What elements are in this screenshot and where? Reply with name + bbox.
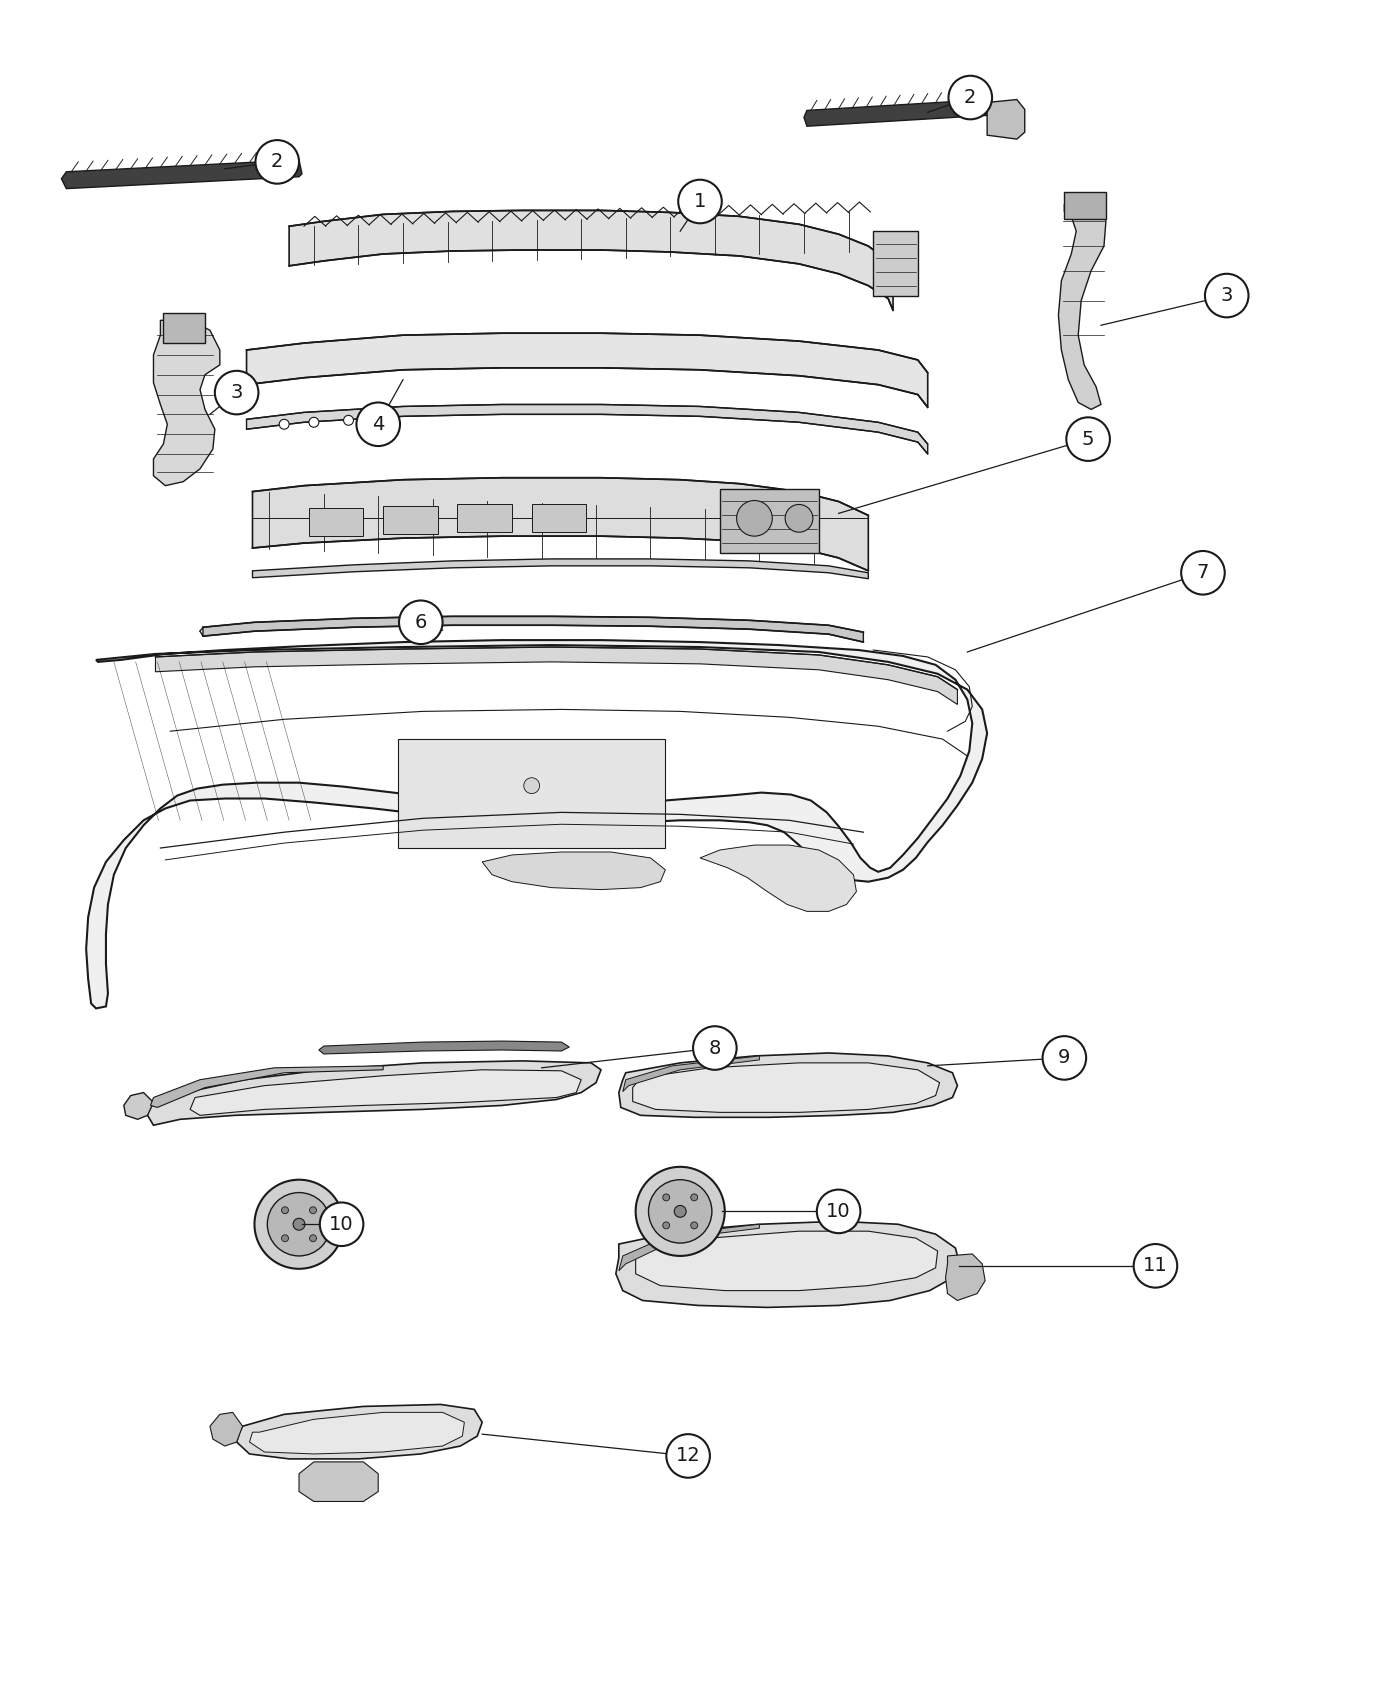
Text: 10: 10	[826, 1202, 851, 1221]
Polygon shape	[319, 1040, 570, 1054]
Circle shape	[785, 505, 813, 532]
Polygon shape	[237, 1404, 482, 1459]
Circle shape	[1205, 274, 1249, 318]
Circle shape	[690, 1193, 697, 1200]
Circle shape	[319, 1202, 364, 1246]
Text: 6: 6	[414, 612, 427, 632]
Text: 10: 10	[329, 1216, 354, 1234]
Polygon shape	[252, 478, 868, 571]
Circle shape	[648, 1180, 711, 1243]
Bar	[1064, 192, 1106, 219]
Circle shape	[675, 1205, 686, 1217]
Polygon shape	[203, 617, 864, 643]
Polygon shape	[246, 405, 928, 454]
Text: 12: 12	[676, 1447, 700, 1465]
Circle shape	[1134, 1244, 1177, 1287]
Bar	[458, 505, 512, 532]
Bar	[164, 313, 204, 343]
Bar	[309, 508, 364, 536]
Polygon shape	[246, 333, 928, 408]
Circle shape	[214, 371, 259, 415]
Text: 1: 1	[694, 192, 706, 211]
Circle shape	[1182, 551, 1225, 595]
Text: 5: 5	[1082, 430, 1095, 449]
Circle shape	[281, 1207, 288, 1214]
Text: 4: 4	[372, 415, 385, 434]
Polygon shape	[636, 1231, 938, 1290]
Polygon shape	[300, 1462, 378, 1501]
Polygon shape	[616, 1221, 959, 1307]
Circle shape	[816, 1190, 861, 1232]
Circle shape	[1043, 1035, 1086, 1080]
Text: 3: 3	[1221, 286, 1233, 304]
Circle shape	[293, 1219, 305, 1231]
Circle shape	[279, 420, 290, 428]
Polygon shape	[700, 845, 857, 911]
Text: 3: 3	[231, 382, 242, 403]
Bar	[398, 740, 665, 848]
Circle shape	[267, 1193, 330, 1256]
Polygon shape	[210, 1413, 242, 1447]
Polygon shape	[252, 559, 868, 578]
Text: 2: 2	[272, 153, 283, 172]
Circle shape	[736, 500, 773, 536]
Circle shape	[690, 1222, 697, 1229]
Polygon shape	[987, 100, 1025, 139]
Circle shape	[949, 76, 993, 119]
Circle shape	[255, 139, 300, 184]
Polygon shape	[123, 1093, 154, 1119]
Circle shape	[678, 180, 722, 223]
Circle shape	[662, 1193, 669, 1200]
Circle shape	[524, 777, 539, 794]
Text: 9: 9	[1058, 1049, 1071, 1068]
Text: 8: 8	[708, 1039, 721, 1057]
Bar	[720, 488, 819, 552]
Polygon shape	[1058, 202, 1106, 410]
Polygon shape	[154, 320, 220, 486]
Text: 7: 7	[1197, 563, 1210, 583]
Polygon shape	[87, 641, 987, 1008]
Circle shape	[281, 1234, 288, 1241]
Circle shape	[1067, 416, 1110, 461]
Circle shape	[343, 415, 353, 425]
Polygon shape	[290, 211, 893, 311]
Polygon shape	[619, 1224, 759, 1272]
Polygon shape	[155, 648, 958, 704]
Text: 2: 2	[965, 88, 976, 107]
Circle shape	[693, 1027, 736, 1069]
Circle shape	[636, 1166, 725, 1256]
Polygon shape	[619, 1052, 958, 1117]
Bar	[874, 231, 918, 296]
Circle shape	[662, 1222, 669, 1229]
Polygon shape	[482, 852, 665, 889]
Bar	[384, 507, 438, 534]
Circle shape	[309, 1207, 316, 1214]
Polygon shape	[804, 100, 990, 126]
Text: 11: 11	[1142, 1256, 1168, 1275]
Bar	[532, 505, 587, 532]
Circle shape	[309, 416, 319, 427]
Polygon shape	[633, 1062, 939, 1112]
Circle shape	[357, 403, 400, 445]
Circle shape	[309, 1234, 316, 1241]
Polygon shape	[945, 1255, 986, 1300]
Circle shape	[399, 600, 442, 644]
Circle shape	[255, 1180, 343, 1268]
Polygon shape	[151, 1066, 384, 1107]
Polygon shape	[62, 160, 302, 189]
Polygon shape	[249, 1413, 465, 1454]
Polygon shape	[190, 1069, 581, 1115]
Circle shape	[666, 1435, 710, 1477]
Polygon shape	[623, 1056, 759, 1091]
Polygon shape	[147, 1061, 601, 1125]
